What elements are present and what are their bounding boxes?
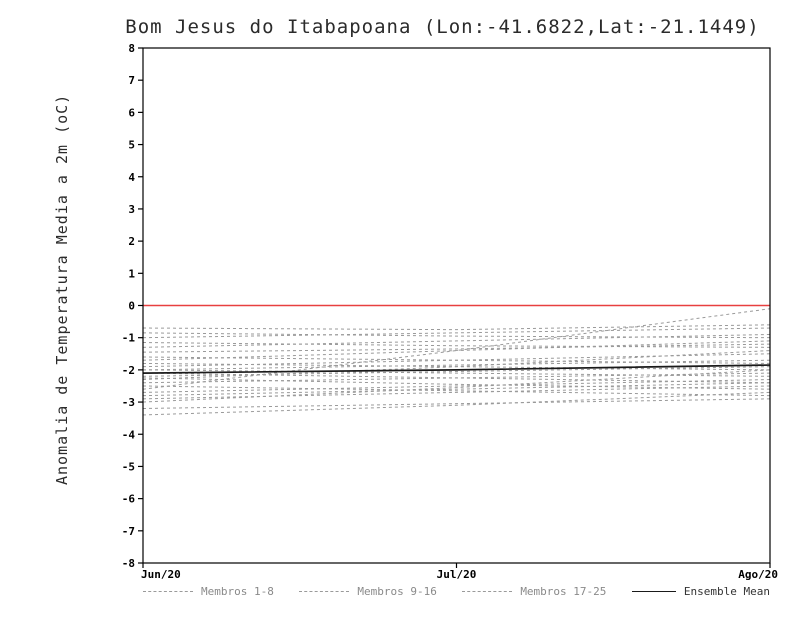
legend-item-membros-17-25: Membros 17-25 — [462, 585, 606, 598]
y-tick-label: -3 — [122, 396, 135, 409]
dashed-line-sample — [462, 591, 513, 592]
member-line — [142, 377, 771, 390]
member-line — [142, 366, 771, 377]
legend-label: Membros 1-8 — [201, 585, 274, 598]
legend-label: Ensemble Mean — [683, 585, 770, 598]
member-line — [142, 359, 771, 371]
legend-item-ensemble-mean: Ensemble Mean — [631, 585, 770, 598]
member-line — [142, 343, 771, 353]
member-line — [142, 385, 771, 400]
y-axis-label: Anomalia de Temperatura Media a 2m (oC) — [53, 93, 71, 485]
member-line — [142, 332, 771, 339]
ensemble-mean-line — [142, 364, 771, 374]
dashed-line-sample — [299, 591, 350, 592]
legend-label: Membros 9-16 — [357, 585, 437, 598]
member-line — [142, 333, 771, 348]
y-tick-label: 6 — [128, 106, 135, 119]
y-tick-label: -2 — [122, 364, 135, 377]
member-line — [142, 391, 771, 416]
y-tick-label: 7 — [128, 74, 135, 87]
y-tick-label: 3 — [128, 203, 135, 216]
y-tick-label: 4 — [128, 171, 135, 184]
y-tick-label: 1 — [128, 267, 135, 280]
legend-item-membros-1-8: Membros 1-8 — [143, 585, 274, 598]
member-line — [142, 342, 771, 348]
legend-item-membros-9-16: Membros 9-16 — [299, 585, 437, 598]
x-tick-label: Jun/20 — [141, 568, 181, 581]
y-tick-label: -1 — [122, 332, 136, 345]
member-line — [142, 372, 771, 384]
member-line — [142, 327, 771, 339]
y-tick-label: -8 — [122, 557, 135, 570]
y-tick-label: -7 — [122, 525, 135, 538]
member-line — [142, 324, 771, 331]
legend: Membros 1-8 Membros 9-16 Membros 17-25 E… — [143, 585, 770, 598]
x-tick-label: Jul/20 — [437, 568, 477, 581]
y-tick-label: 8 — [128, 42, 135, 55]
member-line — [142, 350, 771, 381]
member-line — [142, 369, 771, 377]
member-line — [142, 379, 771, 393]
member-line — [142, 340, 771, 361]
y-tick-label: 0 — [128, 300, 135, 313]
member-line — [142, 398, 771, 409]
chart-title: Bom Jesus do Itabapoana (Lon:-41.6822,La… — [125, 16, 760, 38]
y-tick-label: 2 — [128, 235, 135, 248]
solid-line-sample — [631, 591, 676, 592]
y-tick-label: -4 — [122, 428, 136, 441]
dashed-line-sample — [143, 591, 193, 592]
member-line — [142, 369, 771, 403]
y-tick-label: -6 — [122, 493, 136, 506]
legend-label: Membros 17-25 — [520, 585, 607, 598]
member-line — [142, 385, 771, 397]
member-line — [142, 382, 771, 397]
x-tick-label: Ago/20 — [738, 568, 778, 581]
y-tick-label: 5 — [128, 139, 135, 152]
y-tick-label: -5 — [122, 460, 135, 473]
